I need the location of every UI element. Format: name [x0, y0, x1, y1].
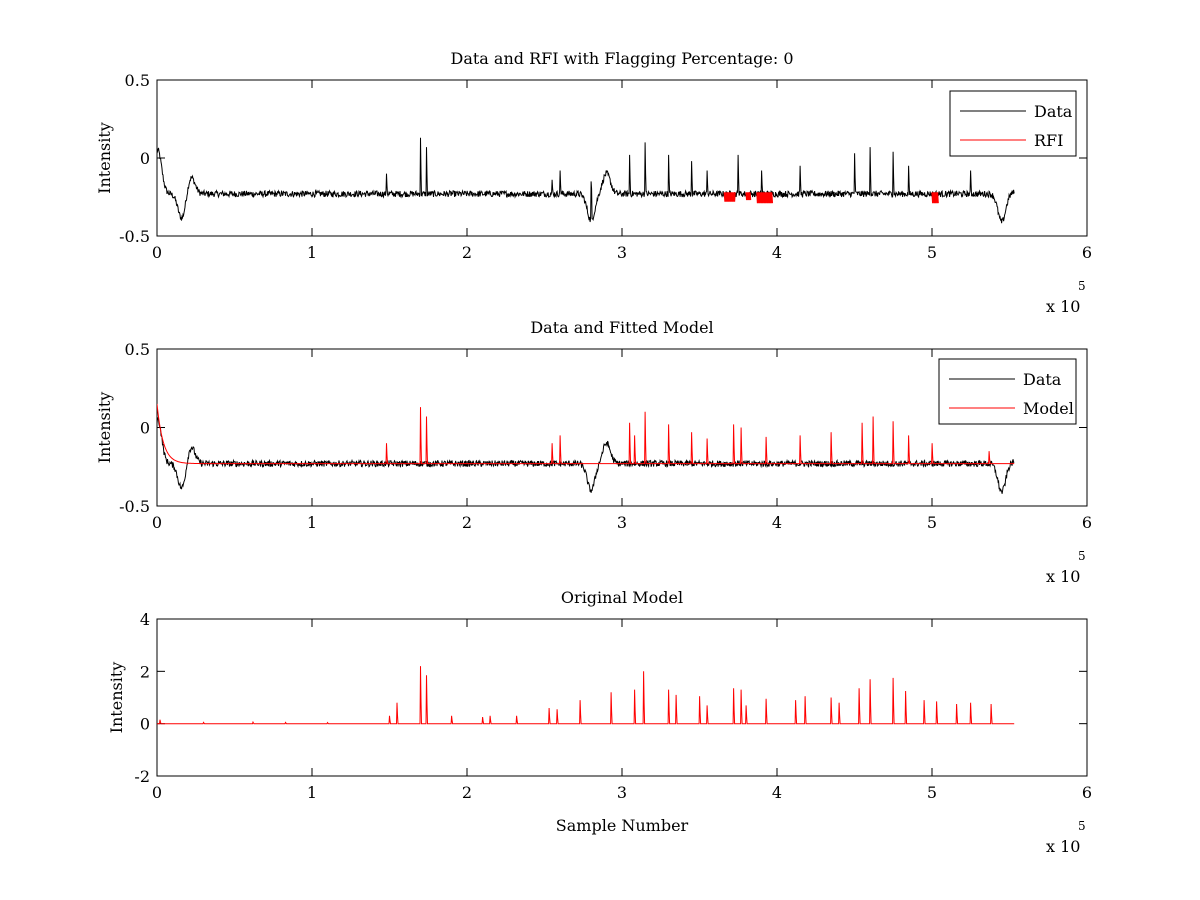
x-axis-label: Sample Number	[556, 816, 689, 835]
series-rfi-segment	[931, 192, 939, 204]
legend-box	[938, 358, 1077, 425]
x-tick-label: 1	[307, 783, 317, 802]
x-tick-label: 4	[772, 513, 782, 532]
y-axis-label: Intensity	[107, 662, 126, 734]
plot-area	[157, 666, 1015, 725]
x-tick-label: 3	[617, 513, 627, 532]
series-line-line	[157, 666, 1015, 725]
series-rfi-segment	[723, 192, 736, 202]
x-tick-label: 5	[927, 243, 937, 262]
axes-frame	[156, 79, 1088, 237]
chart-title: Original Model	[561, 588, 683, 607]
y-tick-label: 0	[140, 419, 150, 438]
y-tick-label: 0	[140, 715, 150, 734]
y-tick-label: 0	[140, 149, 150, 168]
x-scale-exponent: 5	[1078, 549, 1086, 563]
x-scale-exponent: 5	[1078, 819, 1086, 833]
x-scale-exponent: 5	[1078, 279, 1086, 293]
legend: Data Model	[938, 358, 1077, 425]
x-tick-label: 1	[307, 243, 317, 262]
x-tick-label: 3	[617, 783, 627, 802]
series-rfi-segment	[745, 192, 752, 201]
x-tick-label: 5	[927, 513, 937, 532]
x-tick-label: 0	[152, 513, 162, 532]
legend-box	[949, 90, 1077, 157]
x-tick-label: 1	[307, 513, 317, 532]
legend-label-data: Data	[1034, 102, 1073, 121]
plot-area	[157, 403, 1015, 494]
y-tick-label: 4	[140, 610, 150, 629]
y-axis-label: Intensity	[95, 122, 114, 194]
chart-title: Data and RFI with Flagging Percentage: 0	[450, 49, 793, 68]
axes-frame	[156, 618, 1088, 777]
y-axis-label: Intensity	[95, 392, 114, 464]
x-scale-label: x 10	[1046, 297, 1080, 316]
x-tick-label: 5	[927, 783, 937, 802]
legend-label-model: Model	[1023, 399, 1074, 418]
series-rfi-segment	[756, 192, 774, 204]
y-tick-label: 0.5	[125, 71, 150, 90]
y-tick-label: -0.5	[119, 497, 150, 516]
y-tick-label: -2	[134, 767, 150, 786]
x-tick-label: 6	[1082, 783, 1092, 802]
x-tick-label: 3	[617, 243, 627, 262]
x-tick-label: 2	[462, 783, 472, 802]
x-scale-label: x 10	[1046, 567, 1080, 586]
plot-area	[157, 137, 1015, 224]
x-tick-label: 6	[1082, 243, 1092, 262]
x-tick-label: 6	[1082, 513, 1092, 532]
x-scale-label: x 10	[1046, 837, 1080, 856]
legend-label-rfi: RFI	[1034, 131, 1063, 150]
chart-title: Data and Fitted Model	[530, 318, 713, 337]
legend: Data RFI	[949, 90, 1077, 157]
y-tick-label: -0.5	[119, 227, 150, 246]
x-tick-label: 0	[152, 783, 162, 802]
y-tick-label: 0.5	[125, 340, 150, 359]
x-tick-label: 2	[462, 513, 472, 532]
x-tick-label: 0	[152, 243, 162, 262]
x-tick-label: 2	[462, 243, 472, 262]
x-tick-label: 4	[772, 243, 782, 262]
x-tick-label: 4	[772, 783, 782, 802]
axes-frame	[156, 348, 1088, 507]
series-model-line	[157, 403, 1015, 465]
series-data-line	[157, 416, 1015, 494]
series-data-line	[157, 137, 1015, 224]
y-tick-label: 2	[140, 662, 150, 681]
legend-label-data: Data	[1023, 370, 1062, 389]
